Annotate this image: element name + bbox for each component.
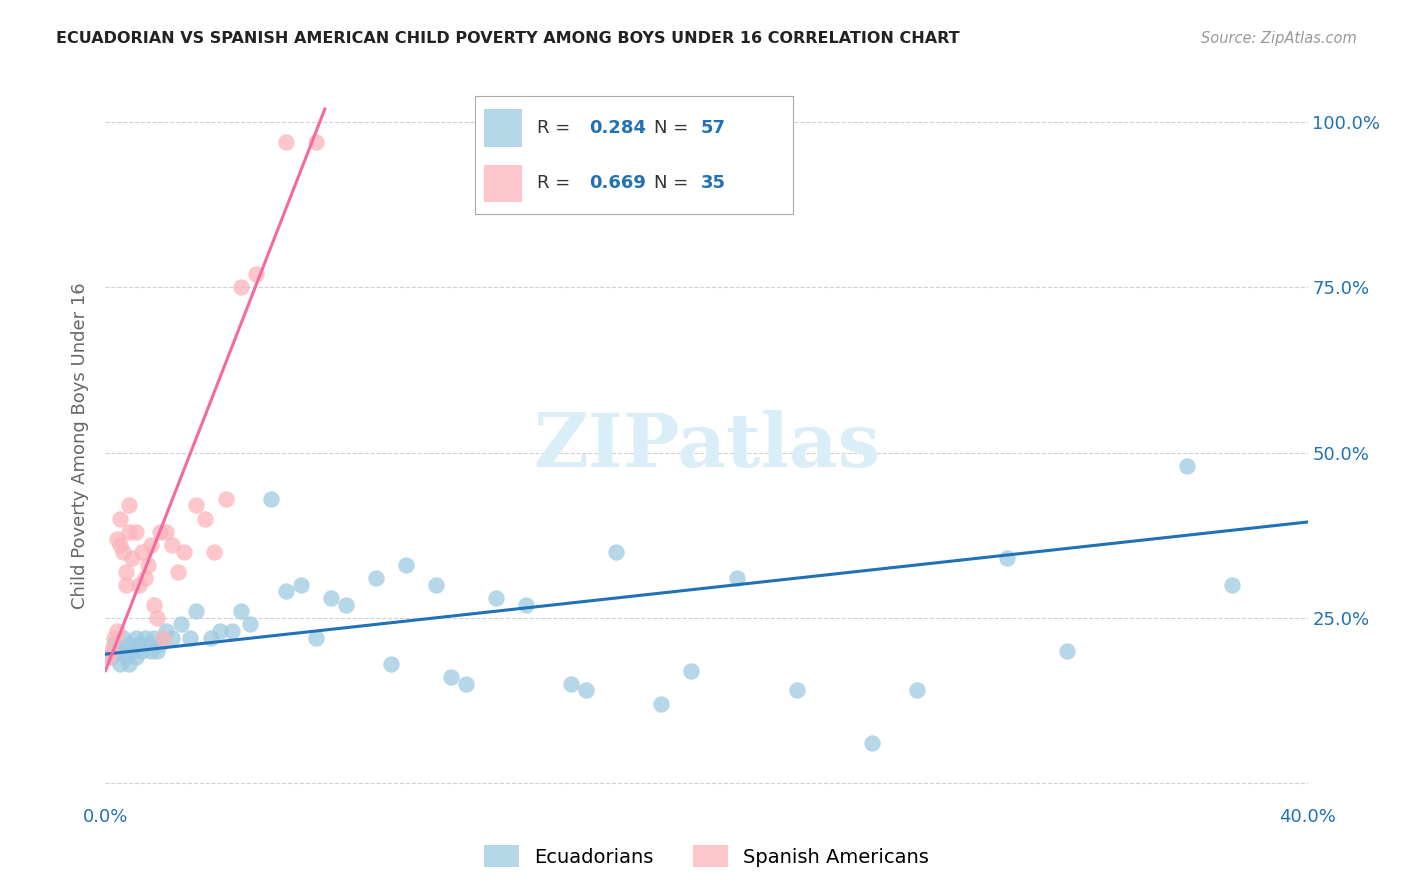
Point	[860, 736, 883, 750]
Point	[169, 617, 191, 632]
Point	[560, 677, 582, 691]
Point	[155, 524, 177, 539]
Point	[110, 511, 132, 525]
Point	[115, 565, 138, 579]
Point	[131, 644, 153, 658]
Point	[118, 524, 141, 539]
Text: ZIPatlas: ZIPatlas	[533, 409, 880, 483]
Point	[136, 637, 159, 651]
Point	[208, 624, 231, 638]
Point	[786, 683, 808, 698]
Point	[110, 538, 132, 552]
Point	[139, 644, 162, 658]
Point	[134, 631, 156, 645]
Point	[152, 631, 174, 645]
Y-axis label: Child Poverty Among Boys Under 16: Child Poverty Among Boys Under 16	[72, 283, 90, 609]
Point	[995, 551, 1018, 566]
Point	[110, 657, 132, 671]
Point	[124, 631, 146, 645]
Point	[118, 499, 141, 513]
Point	[142, 598, 165, 612]
Point	[112, 545, 135, 559]
Point	[139, 538, 162, 552]
Point	[112, 631, 135, 645]
Point	[103, 631, 125, 645]
Point	[575, 683, 598, 698]
Point	[605, 545, 627, 559]
Point	[454, 677, 477, 691]
Point	[245, 267, 267, 281]
Point	[515, 598, 537, 612]
Point	[380, 657, 402, 671]
Legend: Ecuadorians, Spanish Americans: Ecuadorians, Spanish Americans	[477, 837, 936, 875]
Point	[395, 558, 418, 572]
Point	[136, 558, 159, 572]
Point	[115, 650, 138, 665]
Point	[124, 524, 146, 539]
Point	[160, 538, 183, 552]
Point	[305, 631, 328, 645]
Point	[128, 578, 150, 592]
Point	[145, 644, 167, 658]
Point	[155, 624, 177, 638]
Point	[335, 598, 357, 612]
Point	[364, 571, 387, 585]
Point	[229, 280, 252, 294]
Point	[184, 499, 207, 513]
Point	[121, 644, 143, 658]
Point	[107, 644, 129, 658]
Point	[274, 135, 297, 149]
Point	[319, 591, 342, 605]
Point	[103, 637, 125, 651]
Point	[173, 545, 195, 559]
Point	[131, 545, 153, 559]
Point	[440, 670, 463, 684]
Point	[184, 604, 207, 618]
Point	[260, 491, 283, 506]
Point	[905, 683, 928, 698]
Point	[485, 591, 508, 605]
Point	[239, 617, 262, 632]
Point	[160, 631, 183, 645]
Point	[128, 637, 150, 651]
Text: ECUADORIAN VS SPANISH AMERICAN CHILD POVERTY AMONG BOYS UNDER 16 CORRELATION CHA: ECUADORIAN VS SPANISH AMERICAN CHILD POV…	[56, 31, 960, 46]
Point	[142, 631, 165, 645]
Point	[145, 611, 167, 625]
Point	[166, 565, 188, 579]
Point	[221, 624, 243, 638]
Point	[681, 664, 703, 678]
Point	[425, 578, 447, 592]
Point	[290, 578, 312, 592]
Point	[148, 637, 170, 651]
Point	[725, 571, 748, 585]
Point	[1056, 644, 1078, 658]
Point	[134, 571, 156, 585]
Point	[194, 511, 217, 525]
Point	[179, 631, 201, 645]
Point	[100, 650, 122, 665]
Point	[229, 604, 252, 618]
Point	[214, 491, 236, 506]
Point	[112, 644, 135, 658]
Point	[100, 644, 122, 658]
Point	[1222, 578, 1244, 592]
Point	[202, 545, 225, 559]
Point	[107, 624, 129, 638]
Point	[650, 697, 672, 711]
Point	[200, 631, 222, 645]
Point	[1175, 458, 1198, 473]
Point	[148, 524, 170, 539]
Point	[97, 650, 120, 665]
Point	[305, 135, 328, 149]
Point	[274, 584, 297, 599]
Point	[118, 657, 141, 671]
Point	[124, 650, 146, 665]
Point	[121, 551, 143, 566]
Point	[115, 578, 138, 592]
Point	[107, 532, 129, 546]
Text: Source: ZipAtlas.com: Source: ZipAtlas.com	[1201, 31, 1357, 46]
Point	[118, 637, 141, 651]
